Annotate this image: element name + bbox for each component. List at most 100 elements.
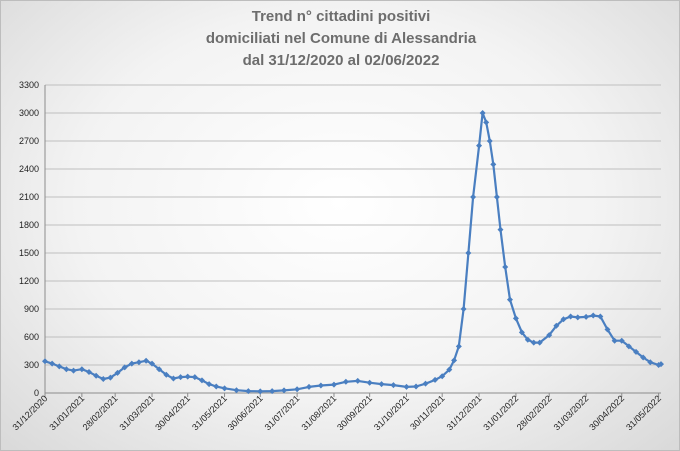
data-point-marker bbox=[536, 339, 543, 346]
y-tick-label: 2700 bbox=[19, 136, 39, 146]
y-tick-label: 1800 bbox=[19, 220, 39, 230]
data-point-marker bbox=[470, 194, 477, 200]
y-tick-label: 3000 bbox=[19, 108, 39, 118]
y-tick-label: 900 bbox=[24, 304, 39, 314]
data-point-marker bbox=[42, 358, 48, 365]
data-point-marker bbox=[546, 332, 553, 339]
data-point-marker bbox=[574, 314, 581, 321]
data-point-marker bbox=[583, 313, 590, 320]
series-line-positivi bbox=[44, 111, 662, 393]
x-tick-label: 30/09/2021 bbox=[335, 393, 374, 432]
data-point-marker bbox=[451, 357, 458, 364]
y-tick-label: 600 bbox=[24, 332, 39, 342]
data-point-marker bbox=[479, 110, 486, 116]
data-point-marker bbox=[618, 337, 625, 344]
data-point-marker bbox=[114, 369, 121, 376]
data-point-marker bbox=[560, 316, 567, 323]
data-point-marker bbox=[512, 315, 519, 322]
data-point-marker bbox=[121, 364, 128, 371]
data-point-marker bbox=[143, 357, 150, 364]
series-line bbox=[44, 111, 662, 393]
x-tick-label: 31/03/2021 bbox=[118, 393, 157, 432]
data-point-marker bbox=[213, 383, 220, 390]
x-tick-label: 28/02/2022 bbox=[515, 393, 554, 432]
data-point-marker bbox=[342, 378, 349, 385]
x-tick-label: 31/08/2021 bbox=[299, 393, 338, 432]
y-tick-label: 3300 bbox=[19, 80, 39, 90]
data-point-marker bbox=[306, 383, 312, 390]
data-point-marker bbox=[647, 359, 654, 366]
y-tick-label: 300 bbox=[24, 360, 39, 370]
data-point-marker bbox=[294, 386, 301, 393]
x-tick-label: 30/04/2022 bbox=[587, 393, 626, 432]
data-point-marker bbox=[476, 142, 483, 149]
y-tick-label: 2400 bbox=[19, 164, 39, 174]
chart-title: Trend n° cittadini positivi domiciliati … bbox=[206, 8, 477, 69]
data-point-marker bbox=[553, 322, 560, 329]
chart-title-line-2: domiciliati nel Comune di Alessandria bbox=[206, 30, 477, 47]
x-tick-labels: 31/12/202031/01/202128/02/202131/03/2021… bbox=[10, 393, 663, 432]
data-point-marker bbox=[198, 377, 205, 384]
x-tick-label: 31/05/2022 bbox=[624, 393, 663, 432]
data-point-marker bbox=[390, 382, 397, 389]
data-point-marker bbox=[597, 313, 604, 320]
data-point-marker bbox=[233, 387, 240, 394]
data-point-marker bbox=[460, 306, 467, 312]
data-point-marker bbox=[100, 376, 107, 382]
data-point-marker bbox=[497, 226, 504, 233]
data-point-marker bbox=[191, 374, 198, 381]
data-point-marker bbox=[170, 375, 177, 382]
data-point-marker bbox=[633, 348, 640, 355]
data-point-marker bbox=[455, 343, 462, 350]
y-tick-labels: 0 300 600 900 1200 1500 1800 2100 2400 2700 3000 33… bbox=[19, 80, 39, 398]
data-point-marker bbox=[366, 379, 373, 386]
data-point-marker bbox=[257, 388, 264, 395]
data-point-marker bbox=[530, 339, 537, 346]
data-point-marker bbox=[156, 366, 163, 373]
data-point-marker bbox=[518, 329, 525, 336]
data-point-marker bbox=[658, 361, 664, 368]
data-point-marker bbox=[269, 388, 276, 395]
data-point-marker bbox=[78, 366, 85, 373]
data-point-marker bbox=[413, 383, 420, 390]
chart-title-line-3: dal 31/12/2020 al 02/06/2022 bbox=[243, 52, 440, 69]
data-point-marker bbox=[354, 377, 361, 384]
x-tick-label: 31/01/2021 bbox=[47, 393, 86, 432]
x-tick-label: 31/03/2022 bbox=[552, 393, 591, 432]
data-point-marker bbox=[524, 336, 531, 343]
data-point-marker bbox=[177, 374, 184, 381]
y-tick-label: 2100 bbox=[19, 192, 39, 202]
data-point-marker bbox=[281, 387, 288, 394]
data-point-marker bbox=[184, 373, 191, 380]
data-point-marker bbox=[446, 366, 453, 373]
data-point-marker bbox=[432, 376, 439, 383]
data-point-marker bbox=[245, 388, 252, 395]
data-point-marker bbox=[506, 296, 513, 303]
data-point-marker bbox=[465, 250, 472, 256]
series-points bbox=[42, 110, 664, 395]
axes bbox=[44, 85, 661, 397]
data-point-marker bbox=[49, 360, 56, 367]
y-tick-label: 1200 bbox=[19, 276, 39, 286]
data-point-marker bbox=[93, 372, 100, 379]
data-point-marker bbox=[611, 337, 618, 344]
x-tick-label: 30/11/2021 bbox=[408, 393, 446, 431]
data-point-marker bbox=[317, 382, 324, 389]
data-point-marker bbox=[590, 312, 597, 319]
data-point-marker bbox=[640, 354, 647, 361]
x-tick-label: 30/04/2021 bbox=[153, 393, 192, 432]
x-tick-label: 30/06/2021 bbox=[226, 393, 265, 432]
y-tick-label: 1500 bbox=[19, 248, 39, 258]
data-point-marker bbox=[439, 373, 446, 380]
x-tick-label: 31/10/2021 bbox=[372, 393, 411, 432]
x-tick-label: 31/05/2021 bbox=[190, 393, 229, 432]
data-point-marker bbox=[604, 326, 611, 333]
chart-title-line-1: Trend n° cittadini positivi bbox=[252, 8, 431, 25]
gridlines bbox=[45, 84, 661, 394]
x-tick-label: 28/02/2021 bbox=[81, 393, 120, 432]
data-point-marker bbox=[107, 374, 114, 381]
x-tick-label: 31/07/2021 bbox=[263, 393, 302, 432]
data-point-marker bbox=[221, 385, 228, 392]
